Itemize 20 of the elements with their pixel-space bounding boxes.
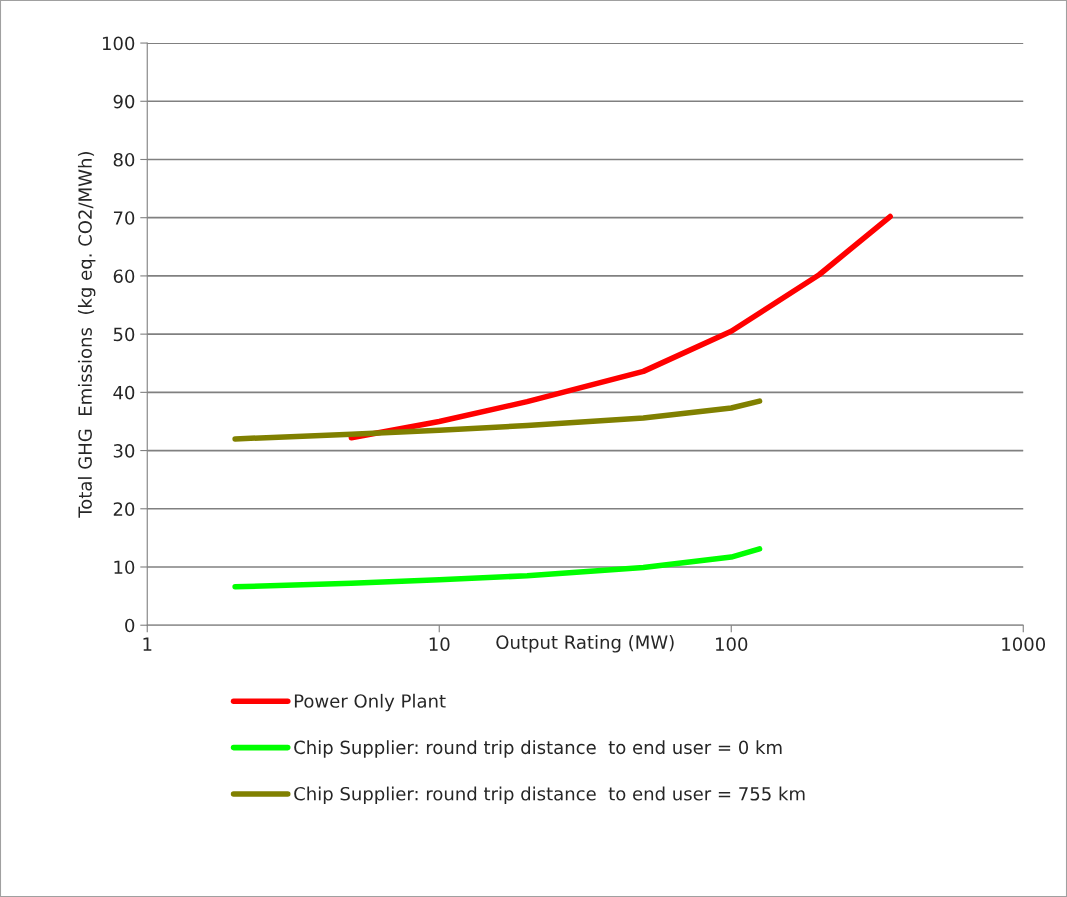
y-axis-title: Total GHG Emissions (kg eq. CO2/MWh) xyxy=(77,152,96,518)
legend-label: Power Only Plant xyxy=(294,693,446,712)
y-tick-label: 50 xyxy=(113,327,135,342)
y-tick-label: 40 xyxy=(113,385,135,400)
x-tick-label: 10 xyxy=(429,637,450,651)
y-tick-label: 70 xyxy=(113,211,135,225)
x-tick-label: 1000 xyxy=(1002,637,1046,651)
y-tick-label: 100 xyxy=(102,36,135,51)
legend-label: Chip Supplier: round trip distance to end user = 755 km xyxy=(294,786,805,805)
x-tick-label: 100 xyxy=(716,637,748,651)
x-tick-label: 1 xyxy=(143,637,152,651)
y-tick-label: 60 xyxy=(113,269,135,284)
y-tick-label: 10 xyxy=(114,560,135,575)
legend-label: Chip Supplier: round trip distance to end user = 0 km xyxy=(294,740,782,758)
y-tick-label: 80 xyxy=(113,152,135,167)
y-tick-label: 30 xyxy=(113,444,135,458)
y-tick-label: 20 xyxy=(113,502,135,516)
y-tick-label: 0 xyxy=(125,618,135,633)
x-axis-title: Output Rating (MW) xyxy=(496,635,674,653)
y-tick-label: 90 xyxy=(113,94,135,109)
